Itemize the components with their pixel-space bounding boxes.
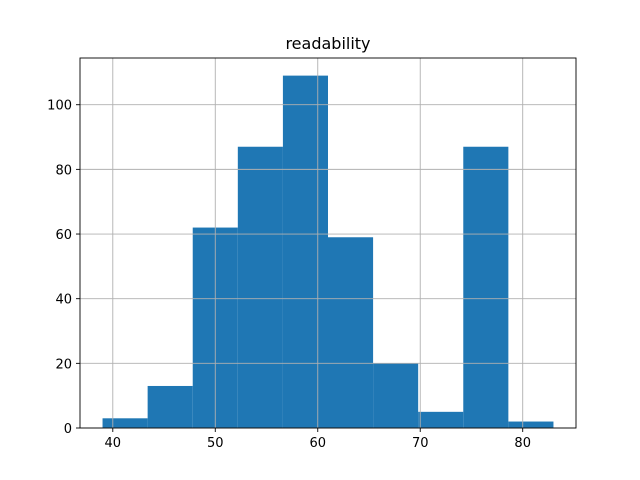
y-tick-label: 0 bbox=[64, 422, 72, 437]
histogram-bar bbox=[508, 421, 554, 428]
histogram-bar bbox=[418, 411, 464, 428]
x-tick-label: 80 bbox=[514, 436, 531, 451]
y-tick-label: 100 bbox=[47, 99, 72, 114]
histogram-bar bbox=[282, 75, 328, 428]
y-tick-label: 60 bbox=[55, 228, 72, 243]
plot-frame bbox=[79, 57, 577, 429]
histogram-bar bbox=[373, 363, 419, 428]
y-tick-label: 20 bbox=[55, 357, 72, 372]
x-tick-label: 70 bbox=[412, 436, 429, 451]
chart-title: readability bbox=[285, 34, 370, 53]
axes bbox=[79, 57, 577, 429]
histogram-bar bbox=[237, 146, 283, 428]
histogram-bar bbox=[463, 146, 509, 428]
tick-marks: 40 50 60 70 80 0 20 40 60 80 100 bbox=[47, 99, 531, 451]
y-tick-label: 80 bbox=[55, 163, 72, 178]
histogram-bar bbox=[147, 385, 193, 428]
histogram-bar bbox=[328, 237, 374, 428]
histogram-bar bbox=[102, 418, 148, 428]
x-tick-label: 50 bbox=[207, 436, 224, 451]
x-tick-label: 40 bbox=[105, 436, 122, 451]
x-tick-label: 60 bbox=[309, 436, 326, 451]
y-tick-label: 40 bbox=[55, 293, 72, 308]
histogram-bars bbox=[102, 75, 554, 428]
